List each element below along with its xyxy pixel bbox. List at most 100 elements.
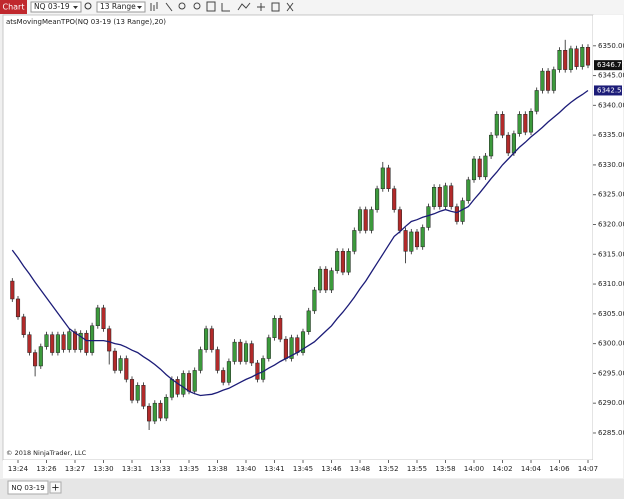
x-tick-label: 14:02 — [492, 465, 512, 473]
candle-body — [585, 47, 591, 66]
candle-body — [357, 209, 363, 231]
candle-body — [295, 337, 300, 353]
candle-body — [551, 69, 556, 91]
y-tick-label: 6295.00 — [598, 369, 624, 377]
candle-body — [340, 251, 345, 273]
close-icon[interactable] — [286, 2, 294, 12]
candle-body — [198, 349, 203, 371]
candle-body — [546, 70, 551, 91]
candle-body — [55, 334, 60, 353]
search-icon[interactable] — [84, 2, 92, 10]
indicator-icon[interactable] — [221, 3, 230, 12]
properties-icon[interactable] — [206, 1, 216, 12]
candle-body — [27, 334, 32, 353]
candle-body — [209, 328, 214, 350]
candle-body — [158, 402, 163, 419]
last-price-label: 6346.75 — [597, 61, 624, 69]
x-tick-label: 13:27 — [65, 465, 85, 473]
toolbar: Chart NQ 03-19 13 Range — [0, 0, 624, 14]
x-tick-label: 13:41 — [264, 465, 284, 473]
y-tick-label: 6330.00 — [598, 161, 624, 169]
snapshot-icon[interactable] — [271, 2, 280, 12]
instrument-select[interactable] — [30, 1, 82, 13]
y-tick-label: 6315.00 — [598, 250, 624, 258]
zoom-out[interactable] — [193, 2, 201, 10]
candle-body — [272, 318, 277, 338]
candle-body — [403, 230, 408, 252]
line-tool[interactable] — [165, 2, 173, 12]
y-tick-label: 6350.00 — [598, 42, 624, 50]
candle-body — [147, 405, 152, 422]
candle-body — [15, 298, 21, 318]
candle-body — [238, 341, 243, 362]
toolbar-bg — [0, 0, 624, 14]
candle-body — [477, 158, 482, 178]
candle-body — [352, 230, 357, 252]
candle-body — [489, 134, 494, 157]
candle-body — [420, 227, 425, 248]
candle-body — [243, 343, 249, 362]
period-select[interactable] — [96, 1, 146, 13]
chart-tab[interactable] — [0, 0, 27, 14]
candle-body — [255, 362, 260, 380]
candle-body — [38, 346, 43, 367]
strategy-icon[interactable] — [237, 2, 251, 11]
tab-bar — [0, 479, 624, 499]
x-tick-label: 13:58 — [435, 465, 455, 473]
y-tick-label: 6320.00 — [598, 220, 624, 228]
x-tick-label: 13:45 — [293, 465, 313, 473]
crosshair-icon[interactable] — [257, 3, 265, 11]
last-price-marker — [594, 60, 622, 71]
candle-body — [152, 402, 157, 422]
dropdown-arrow — [73, 6, 78, 9]
x-tick-label: 13:46 — [321, 465, 342, 473]
chart-tab-label: Chart — [3, 3, 25, 12]
zoom-in[interactable] — [178, 2, 186, 10]
price-axis — [593, 15, 623, 460]
candle-body — [386, 167, 391, 189]
instrument-tab[interactable] — [7, 480, 49, 495]
plot-area — [2, 14, 594, 461]
candle-body — [369, 209, 374, 231]
candle-body — [568, 48, 573, 70]
candle-body — [375, 188, 380, 210]
candle-body — [563, 50, 568, 70]
candle-body — [181, 373, 186, 395]
add-tab-label: + — [51, 483, 59, 494]
x-tick-label: 13:24 — [8, 465, 29, 473]
candle-body — [283, 338, 288, 359]
y-tick-label: 6290.00 — [598, 399, 624, 407]
candle-body — [78, 332, 83, 350]
candle-body — [494, 114, 499, 136]
candle-body — [523, 114, 528, 133]
add-tab[interactable] — [49, 481, 62, 494]
candle-body — [534, 90, 539, 112]
candle-body — [10, 280, 15, 300]
y-tick-label: 6300.00 — [598, 340, 624, 348]
candle-body — [363, 209, 368, 231]
candle-body — [107, 328, 112, 352]
candle-body — [289, 337, 294, 359]
candle-body — [335, 251, 340, 271]
candle-body — [437, 187, 442, 207]
y-tick-label: 6340.00 — [598, 101, 624, 109]
indicator-label: atsMovingMeanTPO(NQ 03-19 (13 Range),20) — [6, 18, 166, 26]
candle-body — [511, 133, 516, 154]
candle-body — [517, 114, 522, 134]
candle-body — [414, 231, 420, 248]
bars-icon[interactable] — [150, 2, 158, 11]
candle-body — [95, 307, 100, 327]
candle-body — [432, 187, 437, 207]
candle-body — [249, 343, 254, 364]
candle-body — [471, 158, 477, 181]
candle-body — [215, 349, 220, 371]
x-tick-label: 13:26 — [36, 465, 57, 473]
x-tick-label: 13:40 — [236, 465, 256, 473]
x-tick-label: 14:06 — [549, 465, 570, 473]
candle-body — [33, 352, 38, 367]
candle-body — [124, 358, 129, 380]
instrument-label: NQ 03-19 — [34, 2, 70, 11]
candle-body — [346, 251, 351, 273]
candle-body — [186, 373, 192, 392]
x-tick-label: 13:55 — [407, 465, 427, 473]
